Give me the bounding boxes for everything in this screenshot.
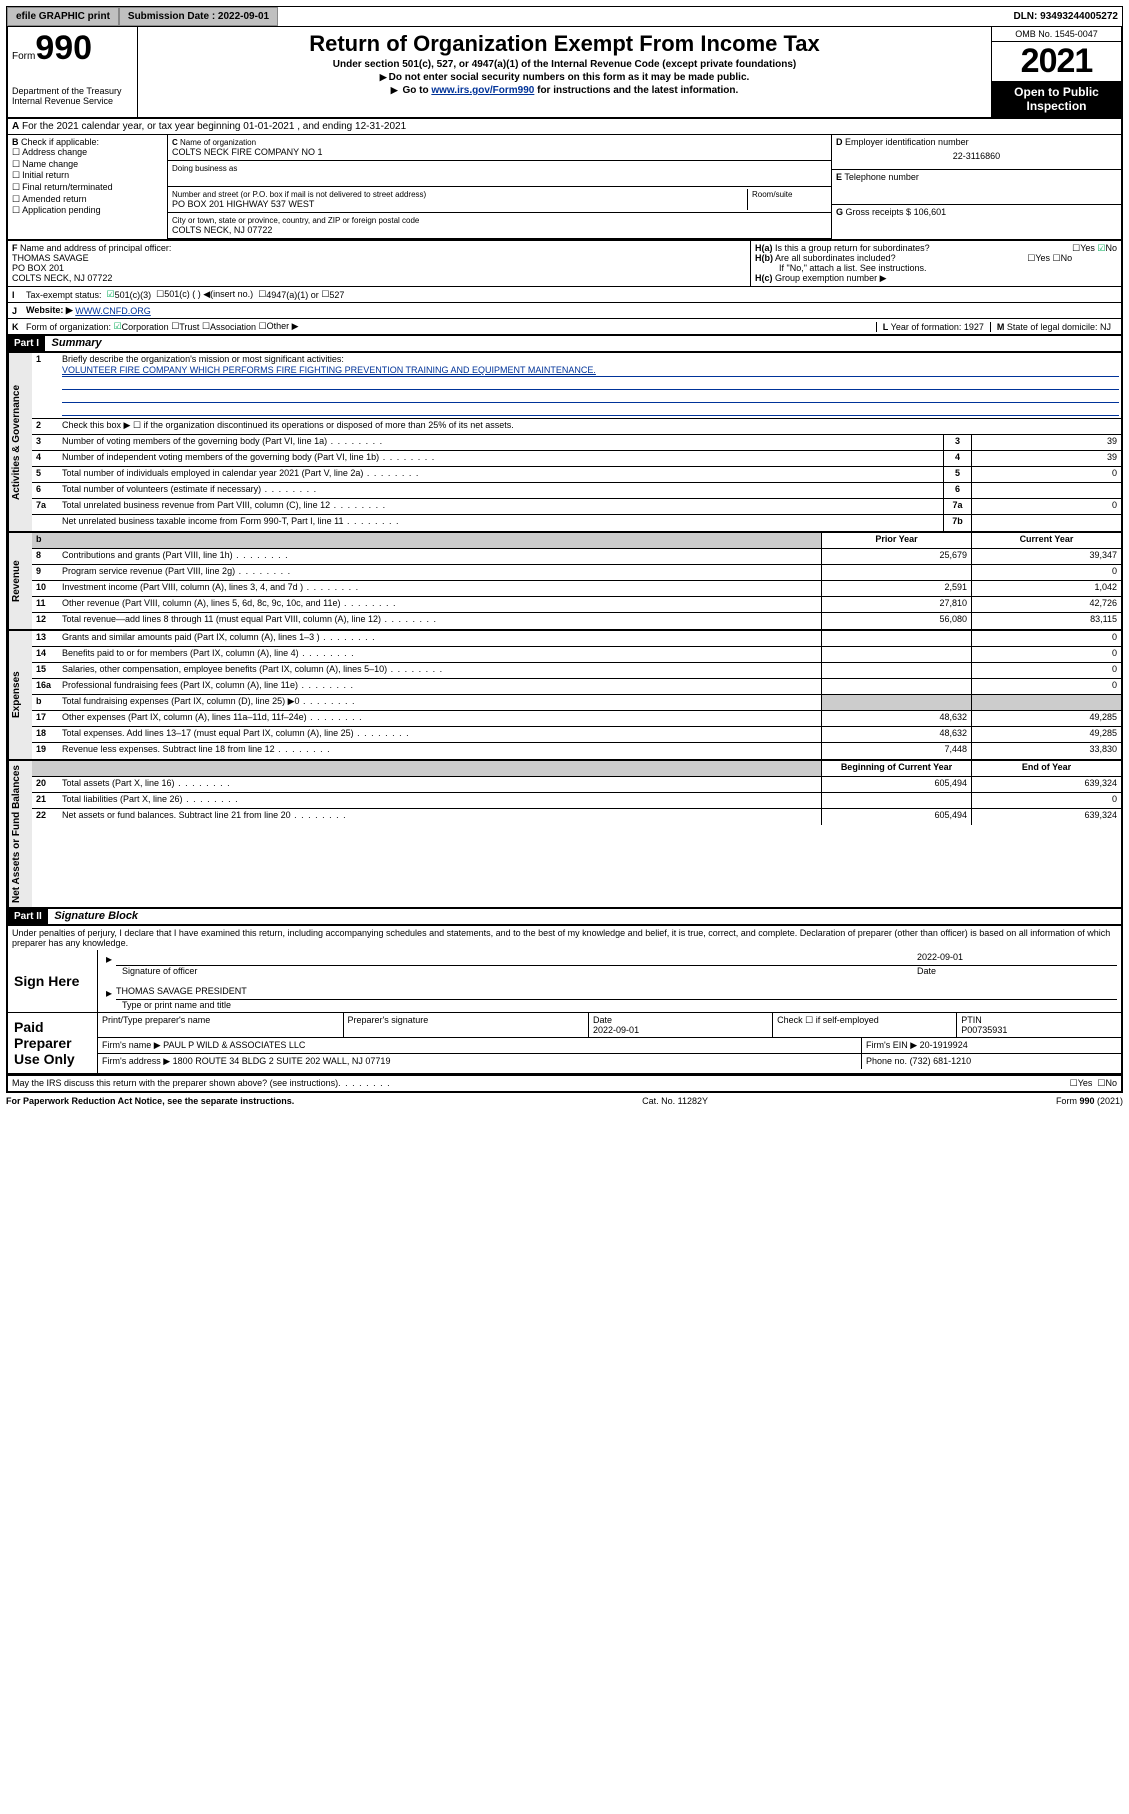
date-label: Date bbox=[917, 966, 1117, 976]
vtab-expenses: Expenses bbox=[8, 631, 32, 759]
type-name-label: Type or print name and title bbox=[102, 1000, 1117, 1010]
chk-address-change[interactable]: Address change bbox=[12, 147, 163, 159]
officer-addr1: PO BOX 201 bbox=[12, 263, 64, 273]
chk-corporation[interactable] bbox=[114, 321, 122, 332]
discuss-no[interactable] bbox=[1097, 1078, 1105, 1089]
firm-phone: (732) 681-1210 bbox=[910, 1056, 972, 1066]
form-number: 990 bbox=[35, 29, 92, 67]
sign-here-label: Sign Here bbox=[8, 950, 98, 1012]
paperwork-notice: For Paperwork Reduction Act Notice, see … bbox=[6, 1096, 294, 1106]
col-prior-year: Prior Year bbox=[821, 533, 971, 548]
chk-501c[interactable] bbox=[156, 289, 164, 300]
subtitle-3: Go to www.irs.gov/Form990 for instructio… bbox=[144, 85, 985, 96]
vtab-net-assets: Net Assets or Fund Balances bbox=[8, 761, 32, 907]
chk-trust[interactable] bbox=[171, 321, 179, 332]
dln-text: DLN: 93493244005272 bbox=[1013, 11, 1122, 22]
street-address: PO BOX 201 HIGHWAY 537 WEST bbox=[172, 199, 314, 209]
sig-officer-label: Signature of officer bbox=[122, 966, 917, 976]
hc-label: Group exemption number ▶ bbox=[775, 273, 886, 283]
line2-text: Check this box ▶ ☐ if the organization d… bbox=[60, 419, 1121, 434]
form-footer: Form 990 (2021) bbox=[1056, 1096, 1123, 1106]
col-beginning-year: Beginning of Current Year bbox=[821, 761, 971, 776]
form-label: Form bbox=[12, 51, 35, 62]
chk-app-pending[interactable]: Application pending bbox=[12, 205, 163, 217]
part-i-title: Summary bbox=[52, 337, 102, 349]
self-employed-chk[interactable]: Check ☐ if self-employed bbox=[773, 1013, 957, 1038]
open-to-public-badge: Open to PublicInspection bbox=[992, 81, 1121, 117]
hb-note: If "No," attach a list. See instructions… bbox=[755, 263, 926, 273]
part-ii-title: Signature Block bbox=[54, 910, 138, 922]
vtab-governance: Activities & Governance bbox=[8, 353, 32, 531]
ein-value: 22-3116860 bbox=[836, 151, 1117, 161]
row-a-taxyear: A For the 2021 calendar year, or tax yea… bbox=[6, 119, 1123, 135]
firm-name: PAUL P WILD & ASSOCIATES LLC bbox=[163, 1040, 305, 1050]
officer-name-title: THOMAS SAVAGE PRESIDENT bbox=[116, 986, 1117, 1000]
chk-527[interactable] bbox=[321, 289, 329, 300]
firm-address: 1800 ROUTE 34 BLDG 2 SUITE 202 WALL, NJ … bbox=[173, 1056, 391, 1066]
omb-number: OMB No. 1545-0047 bbox=[992, 27, 1121, 42]
form-header: Form990 Department of the Treasury Inter… bbox=[6, 27, 1123, 119]
chk-name-change[interactable]: Name change bbox=[12, 159, 163, 171]
room-label: Room/suite bbox=[752, 190, 792, 199]
dept-text: Department of the Treasury Internal Reve… bbox=[12, 86, 133, 106]
ptin-value: P00735931 bbox=[961, 1025, 1007, 1035]
state-domicile: NJ bbox=[1100, 322, 1111, 332]
check-applicable-label: Check if applicable: bbox=[21, 137, 99, 147]
paid-preparer-label: Paid Preparer Use Only bbox=[8, 1013, 98, 1073]
col-current-year: Current Year bbox=[971, 533, 1121, 548]
top-bar: efile GRAPHIC print Submission Date : 20… bbox=[6, 6, 1123, 27]
entity-block: B Check if applicable: Address change Na… bbox=[6, 135, 1123, 241]
subtitle-1: Under section 501(c), 527, or 4947(a)(1)… bbox=[144, 59, 985, 70]
firm-ein: 20-1919924 bbox=[920, 1040, 968, 1050]
vtab-revenue: Revenue bbox=[8, 533, 32, 629]
prep-date: 2022-09-01 bbox=[593, 1025, 639, 1035]
submission-date-button[interactable]: Submission Date : 2022-09-01 bbox=[119, 7, 278, 26]
city-state-zip: COLTS NECK, NJ 07722 bbox=[172, 225, 272, 235]
col-end-year: End of Year bbox=[971, 761, 1121, 776]
hb-label: Are all subordinates included? bbox=[775, 253, 896, 263]
discuss-label: May the IRS discuss this return with the… bbox=[12, 1078, 338, 1089]
chk-final-return[interactable]: Final return/terminated bbox=[12, 182, 163, 194]
form-title: Return of Organization Exempt From Incom… bbox=[144, 31, 985, 57]
dba-label: Doing business as bbox=[172, 164, 237, 173]
sig-date: 2022-09-01 bbox=[917, 952, 1117, 966]
subtitle-2: Do not enter social security numbers on … bbox=[144, 72, 985, 83]
prep-sig-label: Preparer's signature bbox=[344, 1013, 590, 1038]
gross-receipts: 106,601 bbox=[914, 207, 947, 217]
tax-year: 2021 bbox=[992, 42, 1121, 81]
irs-link[interactable]: www.irs.gov/Form990 bbox=[431, 85, 534, 96]
officer-name: THOMAS SAVAGE bbox=[12, 253, 89, 263]
chk-association[interactable] bbox=[202, 321, 210, 332]
chk-501c3[interactable] bbox=[107, 289, 115, 300]
row-i-tax-status: I Tax-exempt status: 501(c)(3) 501(c) ( … bbox=[6, 287, 1123, 303]
chk-amended[interactable]: Amended return bbox=[12, 194, 163, 206]
telephone-label: Telephone number bbox=[844, 172, 919, 182]
part-i-header: Part I bbox=[8, 336, 45, 351]
chk-4947[interactable] bbox=[258, 289, 266, 300]
line1-label: Briefly describe the organization's miss… bbox=[62, 354, 344, 364]
year-formation: 1927 bbox=[964, 322, 984, 332]
perjury-declaration: Under penalties of perjury, I declare th… bbox=[6, 926, 1123, 950]
hb-no[interactable] bbox=[1053, 253, 1061, 263]
ha-label: Is this a group return for subordinates? bbox=[775, 243, 930, 253]
prep-name-label: Print/Type preparer's name bbox=[98, 1013, 344, 1038]
chk-initial-return[interactable]: Initial return bbox=[12, 170, 163, 182]
mission-text: VOLUNTEER FIRE COMPANY WHICH PERFORMS FI… bbox=[62, 365, 1119, 377]
ha-yes[interactable] bbox=[1072, 243, 1080, 253]
chk-other[interactable] bbox=[259, 321, 267, 332]
org-name: COLTS NECK FIRE COMPANY NO 1 bbox=[172, 147, 323, 157]
discuss-yes[interactable] bbox=[1070, 1078, 1078, 1089]
efile-print-button[interactable]: efile GRAPHIC print bbox=[7, 7, 119, 26]
row-j-website: J Website: ▶ WWW.CNFD.ORG bbox=[6, 303, 1123, 319]
website-link[interactable]: WWW.CNFD.ORG bbox=[75, 306, 151, 316]
part-ii-header: Part II bbox=[8, 909, 48, 924]
cat-number: Cat. No. 11282Y bbox=[642, 1096, 708, 1106]
officer-addr2: COLTS NECK, NJ 07722 bbox=[12, 273, 112, 283]
